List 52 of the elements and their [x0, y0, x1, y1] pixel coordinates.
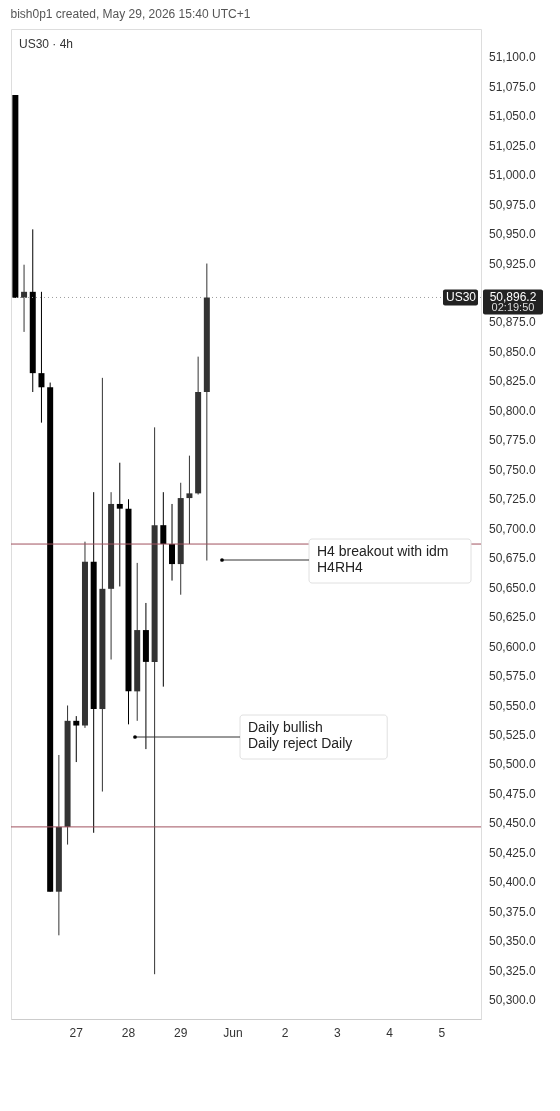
y-tick-label: 50,475.0	[489, 786, 537, 801]
y-tick-label: 50,775.0	[489, 433, 537, 448]
y-tick-label: 50,550.0	[489, 698, 537, 713]
y-tick-label: 50,850.0	[489, 344, 537, 359]
y-tick-label: 50,375.0	[489, 904, 537, 919]
y-tick-label: 50,600.0	[489, 639, 537, 654]
x-tick-label: 4	[386, 1025, 394, 1040]
candlestick	[160, 491, 167, 688]
y-tick-label: 50,625.0	[489, 610, 537, 625]
candlestick	[116, 462, 123, 587]
annotation: Daily bullish Daily reject Daily	[248, 719, 353, 751]
y-tick-label: 50,400.0	[489, 875, 537, 890]
ref-line-label: US30	[445, 290, 477, 305]
y-tick-label: 51,075.0	[489, 79, 537, 94]
y-tick-label: 51,050.0	[489, 109, 537, 124]
y-tick-label: 51,100.0	[489, 50, 537, 65]
y-tick-label: 50,725.0	[489, 492, 537, 507]
text: US30 · 4h	[19, 37, 74, 51]
candlestick	[169, 503, 176, 582]
y-tick-label: 51,000.0	[489, 168, 537, 183]
x-tick-label: 29	[174, 1025, 188, 1040]
y-tick-label: 50,300.0	[489, 993, 537, 1008]
candlestick	[38, 291, 45, 424]
x-tick-label: 3	[334, 1025, 342, 1040]
candlestick	[21, 264, 28, 333]
text: bish0p1 created, May 29, 2026 15:40 UTC+1	[10, 7, 251, 21]
x-tick-label: 28	[121, 1025, 136, 1040]
x-tick-label: 5	[438, 1025, 446, 1040]
y-tick-label: 50,825.0	[489, 374, 537, 389]
y-tick-label: 50,525.0	[489, 727, 537, 742]
y-tick-label: 50,325.0	[489, 963, 537, 978]
y-tick-label: 50,450.0	[489, 816, 537, 831]
y-tick-label: 50,975.0	[489, 197, 537, 212]
y-tick-label: 50,350.0	[489, 934, 537, 949]
y-tick-label: 50,425.0	[489, 845, 537, 860]
x-tick-label: 27	[69, 1025, 84, 1040]
y-tick-label: 50,700.0	[489, 521, 537, 536]
y-tick-label: 50,925.0	[489, 256, 537, 271]
y-tick-label: 51,025.0	[489, 138, 537, 153]
y-tick-label: 50,675.0	[489, 551, 537, 566]
y-tick-label: 50,950.0	[489, 227, 537, 242]
candlestick	[73, 715, 80, 763]
y-tick-label: 50,575.0	[489, 669, 537, 684]
y-tick-label: 50,750.0	[489, 462, 537, 477]
y-tick-label: 50,875.0	[489, 315, 537, 330]
annotation: H4 breakout with idm H4RH4	[317, 543, 449, 575]
y-tick-label: 50,500.0	[489, 757, 537, 772]
y-tick-label: 50,650.0	[489, 580, 537, 595]
x-tick-label: Jun	[223, 1025, 243, 1040]
y-tick-label: 50,800.0	[489, 403, 537, 418]
candlestick	[186, 455, 193, 545]
x-tick-label: 2	[281, 1025, 289, 1040]
